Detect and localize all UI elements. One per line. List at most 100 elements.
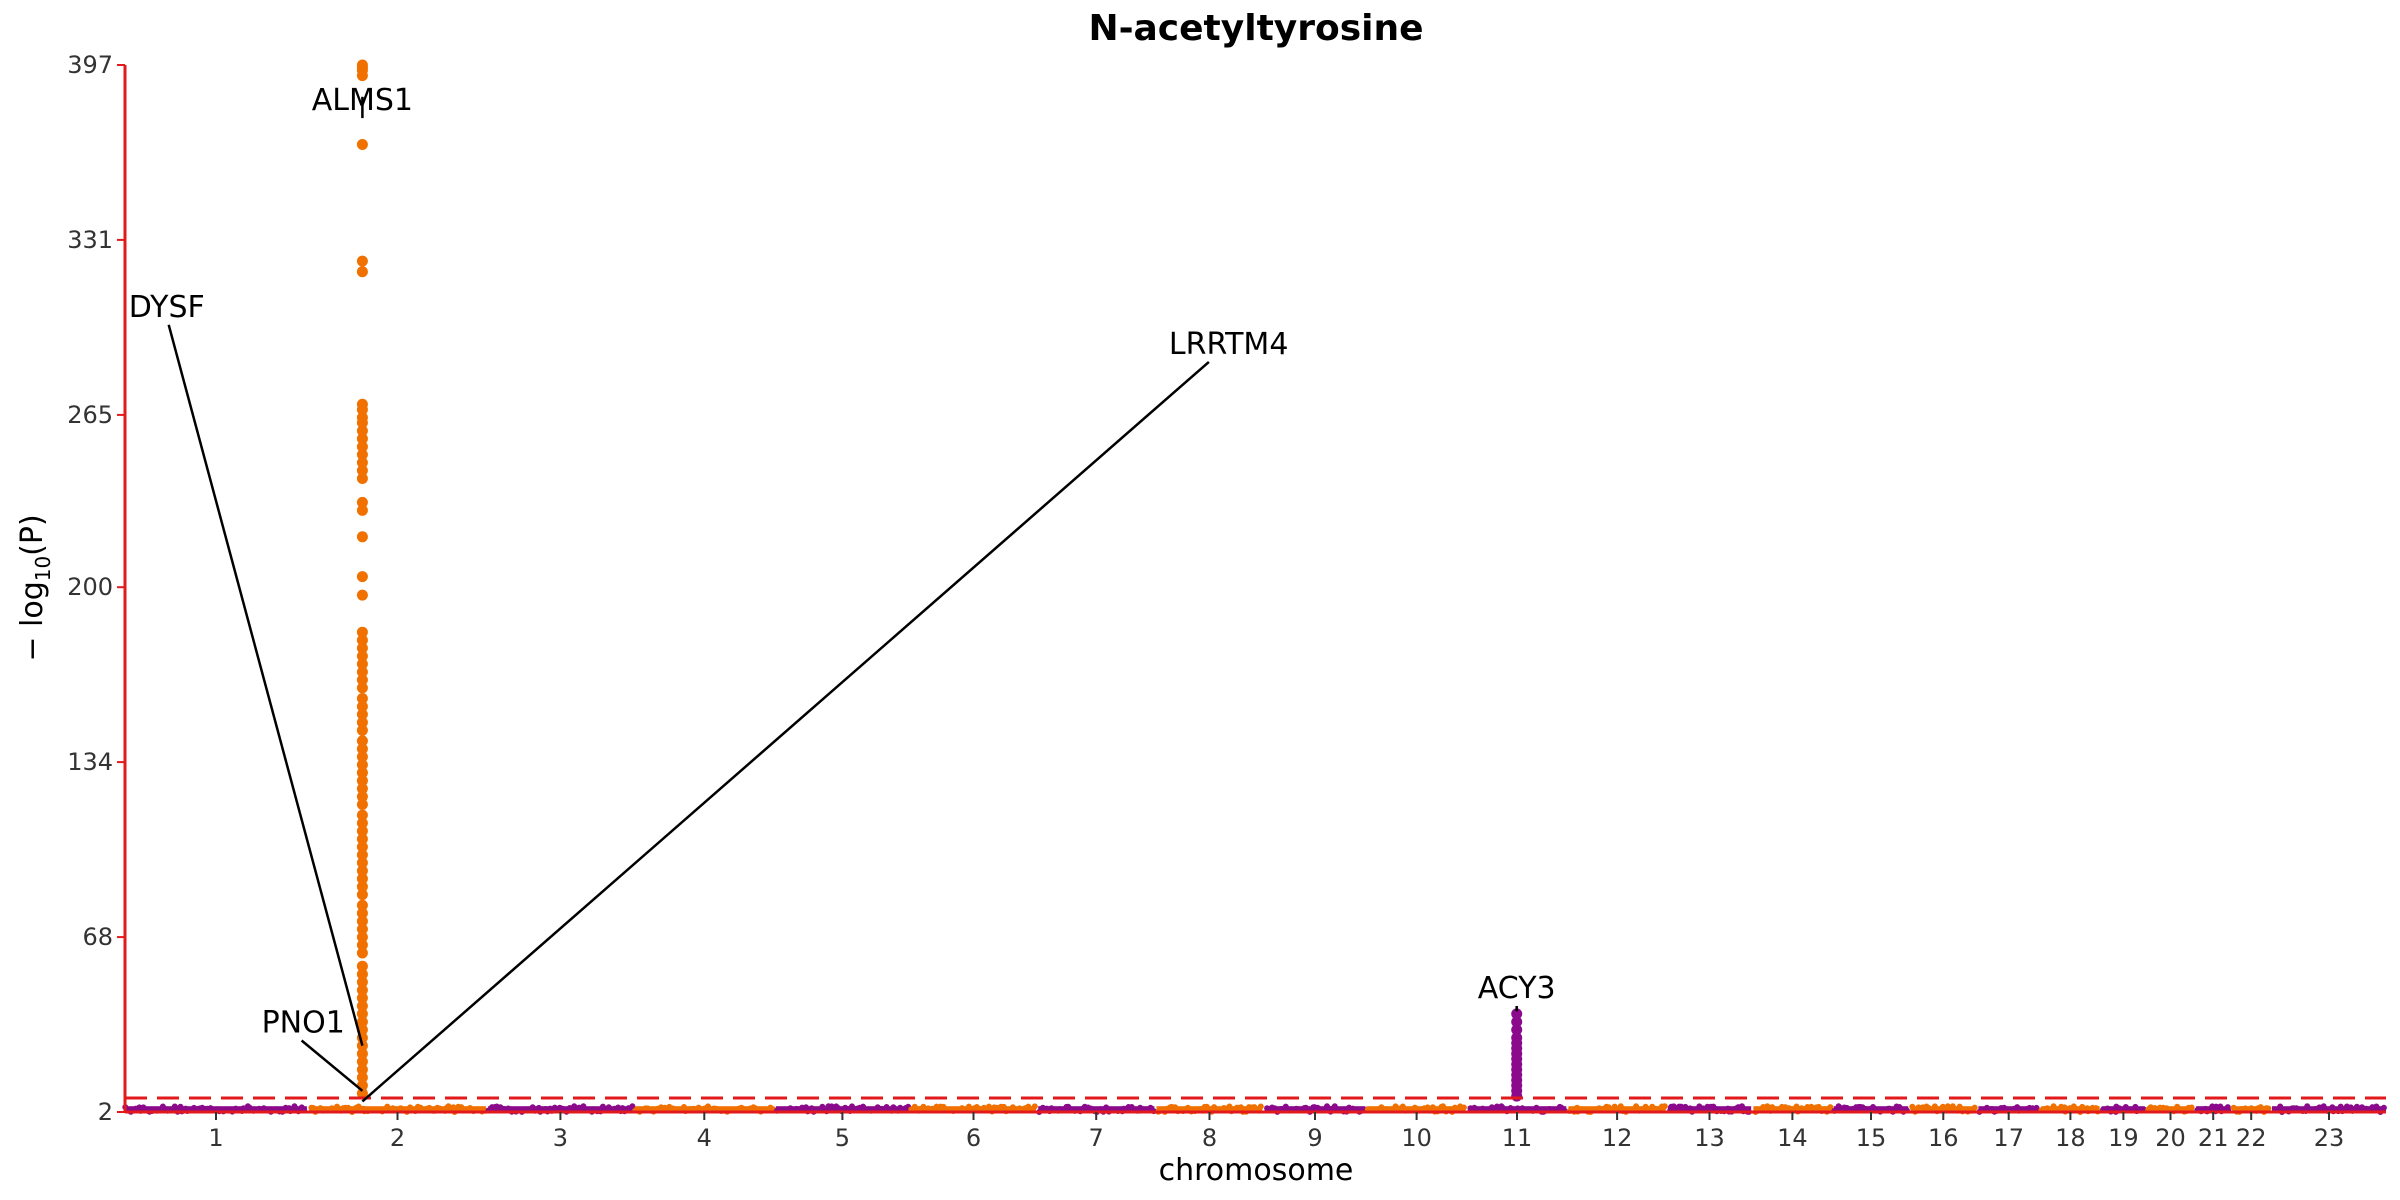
peak-point-chr2-30 xyxy=(356,682,368,694)
peak-point-chr2-42 xyxy=(356,783,368,795)
peak-point-chr2-37 xyxy=(356,743,368,755)
peak-point-chr2-14 xyxy=(356,449,368,461)
x-tick-label-chr17: 17 xyxy=(1993,1124,2024,1152)
peak-point-chr2-69 xyxy=(356,1008,368,1020)
x-tick-label-chr2: 2 xyxy=(390,1124,405,1152)
peak-point-chr2-10 xyxy=(356,417,368,429)
peak-point-chr2-79 xyxy=(356,1087,368,1099)
x-tick-label-chr3: 3 xyxy=(553,1124,568,1152)
peak-point-chr2-60 xyxy=(356,931,368,943)
peak-point-chr2-40 xyxy=(356,767,368,779)
peak-point-chr2-44 xyxy=(356,799,368,810)
peak-point-chr2-38 xyxy=(356,751,368,763)
peak-point-chr2-46 xyxy=(356,817,368,829)
peak-point-chr2-57 xyxy=(356,907,368,919)
x-tick-label-chr13: 13 xyxy=(1694,1124,1725,1152)
peak-point-chr2-31 xyxy=(356,693,368,704)
x-tick-label-chr20: 20 xyxy=(2155,1124,2186,1152)
peak-point-chr2-13 xyxy=(356,441,368,453)
x-tick-label-chr10: 10 xyxy=(1401,1124,1432,1152)
peak-point-chr11-1 xyxy=(1511,1016,1523,1028)
x-tick-label-chr16: 16 xyxy=(1928,1124,1959,1152)
x-tick-label-chr4: 4 xyxy=(697,1124,712,1152)
y-tick-label-397: 397 xyxy=(67,51,113,79)
x-tick-label-chr19: 19 xyxy=(2108,1124,2139,1152)
x-tick-label-chr9: 9 xyxy=(1307,1124,1322,1152)
chart-title: N-acetyltyrosine xyxy=(1088,8,1423,49)
y-tick-label-2: 2 xyxy=(98,1098,113,1126)
peak-point-chr2-63 xyxy=(356,960,368,972)
peak-point-chr2-28 xyxy=(356,666,368,678)
peak-point-chr2-4 xyxy=(356,139,368,150)
peak-point-chr2-74 xyxy=(356,1048,368,1060)
x-tick-label-chr8: 8 xyxy=(1202,1124,1217,1152)
chr-band-8 xyxy=(1156,1106,1263,1112)
peak-point-chr2-6 xyxy=(356,266,368,278)
leader-line-dysf xyxy=(167,324,364,1047)
peak-point-chr2-68 xyxy=(356,1000,368,1012)
x-tick-label-chr18: 18 xyxy=(2055,1124,2086,1152)
peak-point-chr2-36 xyxy=(356,735,368,747)
x-tick-label-chr5: 5 xyxy=(835,1124,850,1152)
peak-point-chr2-15 xyxy=(356,457,368,469)
peak-point-chr2-53 xyxy=(356,873,368,885)
peak-point-chr2-41 xyxy=(356,775,368,787)
peak-point-chr2-62 xyxy=(356,947,368,959)
peak-point-chr2-49 xyxy=(356,841,368,853)
y-tick-label-200: 200 xyxy=(67,573,113,601)
peak-point-chr2-43 xyxy=(356,791,368,803)
peak-point-chr2-64 xyxy=(356,968,368,980)
peak-point-chr2-23 xyxy=(356,626,368,638)
peak-point-chr2-50 xyxy=(356,849,368,861)
gene-label-lrrtm4: LRRTM4 xyxy=(1169,327,1289,362)
peak-point-chr2-18 xyxy=(356,496,368,508)
gene-label-pno1: PNO1 xyxy=(262,1006,345,1041)
chr-points-4 xyxy=(632,1103,777,1115)
leader-line-pno1 xyxy=(300,1039,364,1092)
peak-point-chr11-0 xyxy=(1511,1008,1523,1020)
y-tick-label-134: 134 xyxy=(67,748,113,776)
peak-point-chr2-61 xyxy=(356,939,368,951)
peak-point-chr2-33 xyxy=(356,708,368,720)
peak-point-chr2-75 xyxy=(356,1056,368,1068)
peak-point-chr2-12 xyxy=(356,433,368,445)
x-axis-title: chromosome xyxy=(1159,1153,1354,1188)
peak-point-chr2-35 xyxy=(356,724,368,736)
peak-point-chr2-67 xyxy=(356,992,368,1004)
y-tick-label-68: 68 xyxy=(82,923,113,951)
peak-point-chr2-76 xyxy=(356,1064,368,1076)
peak-point-chr2-70 xyxy=(356,1016,368,1028)
gene-label-alms1: ALMS1 xyxy=(312,83,413,118)
peak-point-chr2-32 xyxy=(356,701,368,712)
peak-point-chr2-59 xyxy=(356,923,368,935)
y-axis-title-subscript: 10 xyxy=(31,556,55,581)
leader-line-lrrtm4 xyxy=(361,360,1210,1103)
peak-point-chr2-52 xyxy=(356,865,368,877)
peak-point-chr2-47 xyxy=(356,825,368,837)
peak-point-chr11-2 xyxy=(1511,1024,1523,1036)
peak-point-chr2-66 xyxy=(356,984,368,996)
x-tick-label-chr21: 21 xyxy=(2198,1124,2229,1152)
x-tick-label-chr1: 1 xyxy=(208,1124,223,1152)
peak-point-chr2-58 xyxy=(356,915,368,927)
x-tick-label-chr11: 11 xyxy=(1502,1124,1533,1152)
peak-point-chr2-54 xyxy=(356,881,368,893)
peak-point-chr2-77 xyxy=(356,1072,368,1083)
peak-point-chr2-20 xyxy=(356,531,368,543)
peak-point-chr2-17 xyxy=(356,473,368,484)
x-tick-label-chr12: 12 xyxy=(1602,1124,1633,1152)
peak-point-chr2-65 xyxy=(356,976,368,988)
peak-point-chr2-45 xyxy=(356,809,368,821)
x-tick-label-chr6: 6 xyxy=(966,1124,981,1152)
peak-point-chr2-25 xyxy=(356,642,368,654)
y-tick-label-331: 331 xyxy=(67,226,113,254)
peak-point-chr2-19 xyxy=(356,504,368,516)
peak-point-chr2-55 xyxy=(356,889,368,901)
gene-label-dysf: DYSF xyxy=(129,290,205,325)
peak-point-chr2-56 xyxy=(356,899,368,911)
peak-point-chr2-5 xyxy=(356,255,368,267)
x-tick-label-chr7: 7 xyxy=(1089,1124,1104,1152)
peak-point-chr2-34 xyxy=(356,716,368,728)
